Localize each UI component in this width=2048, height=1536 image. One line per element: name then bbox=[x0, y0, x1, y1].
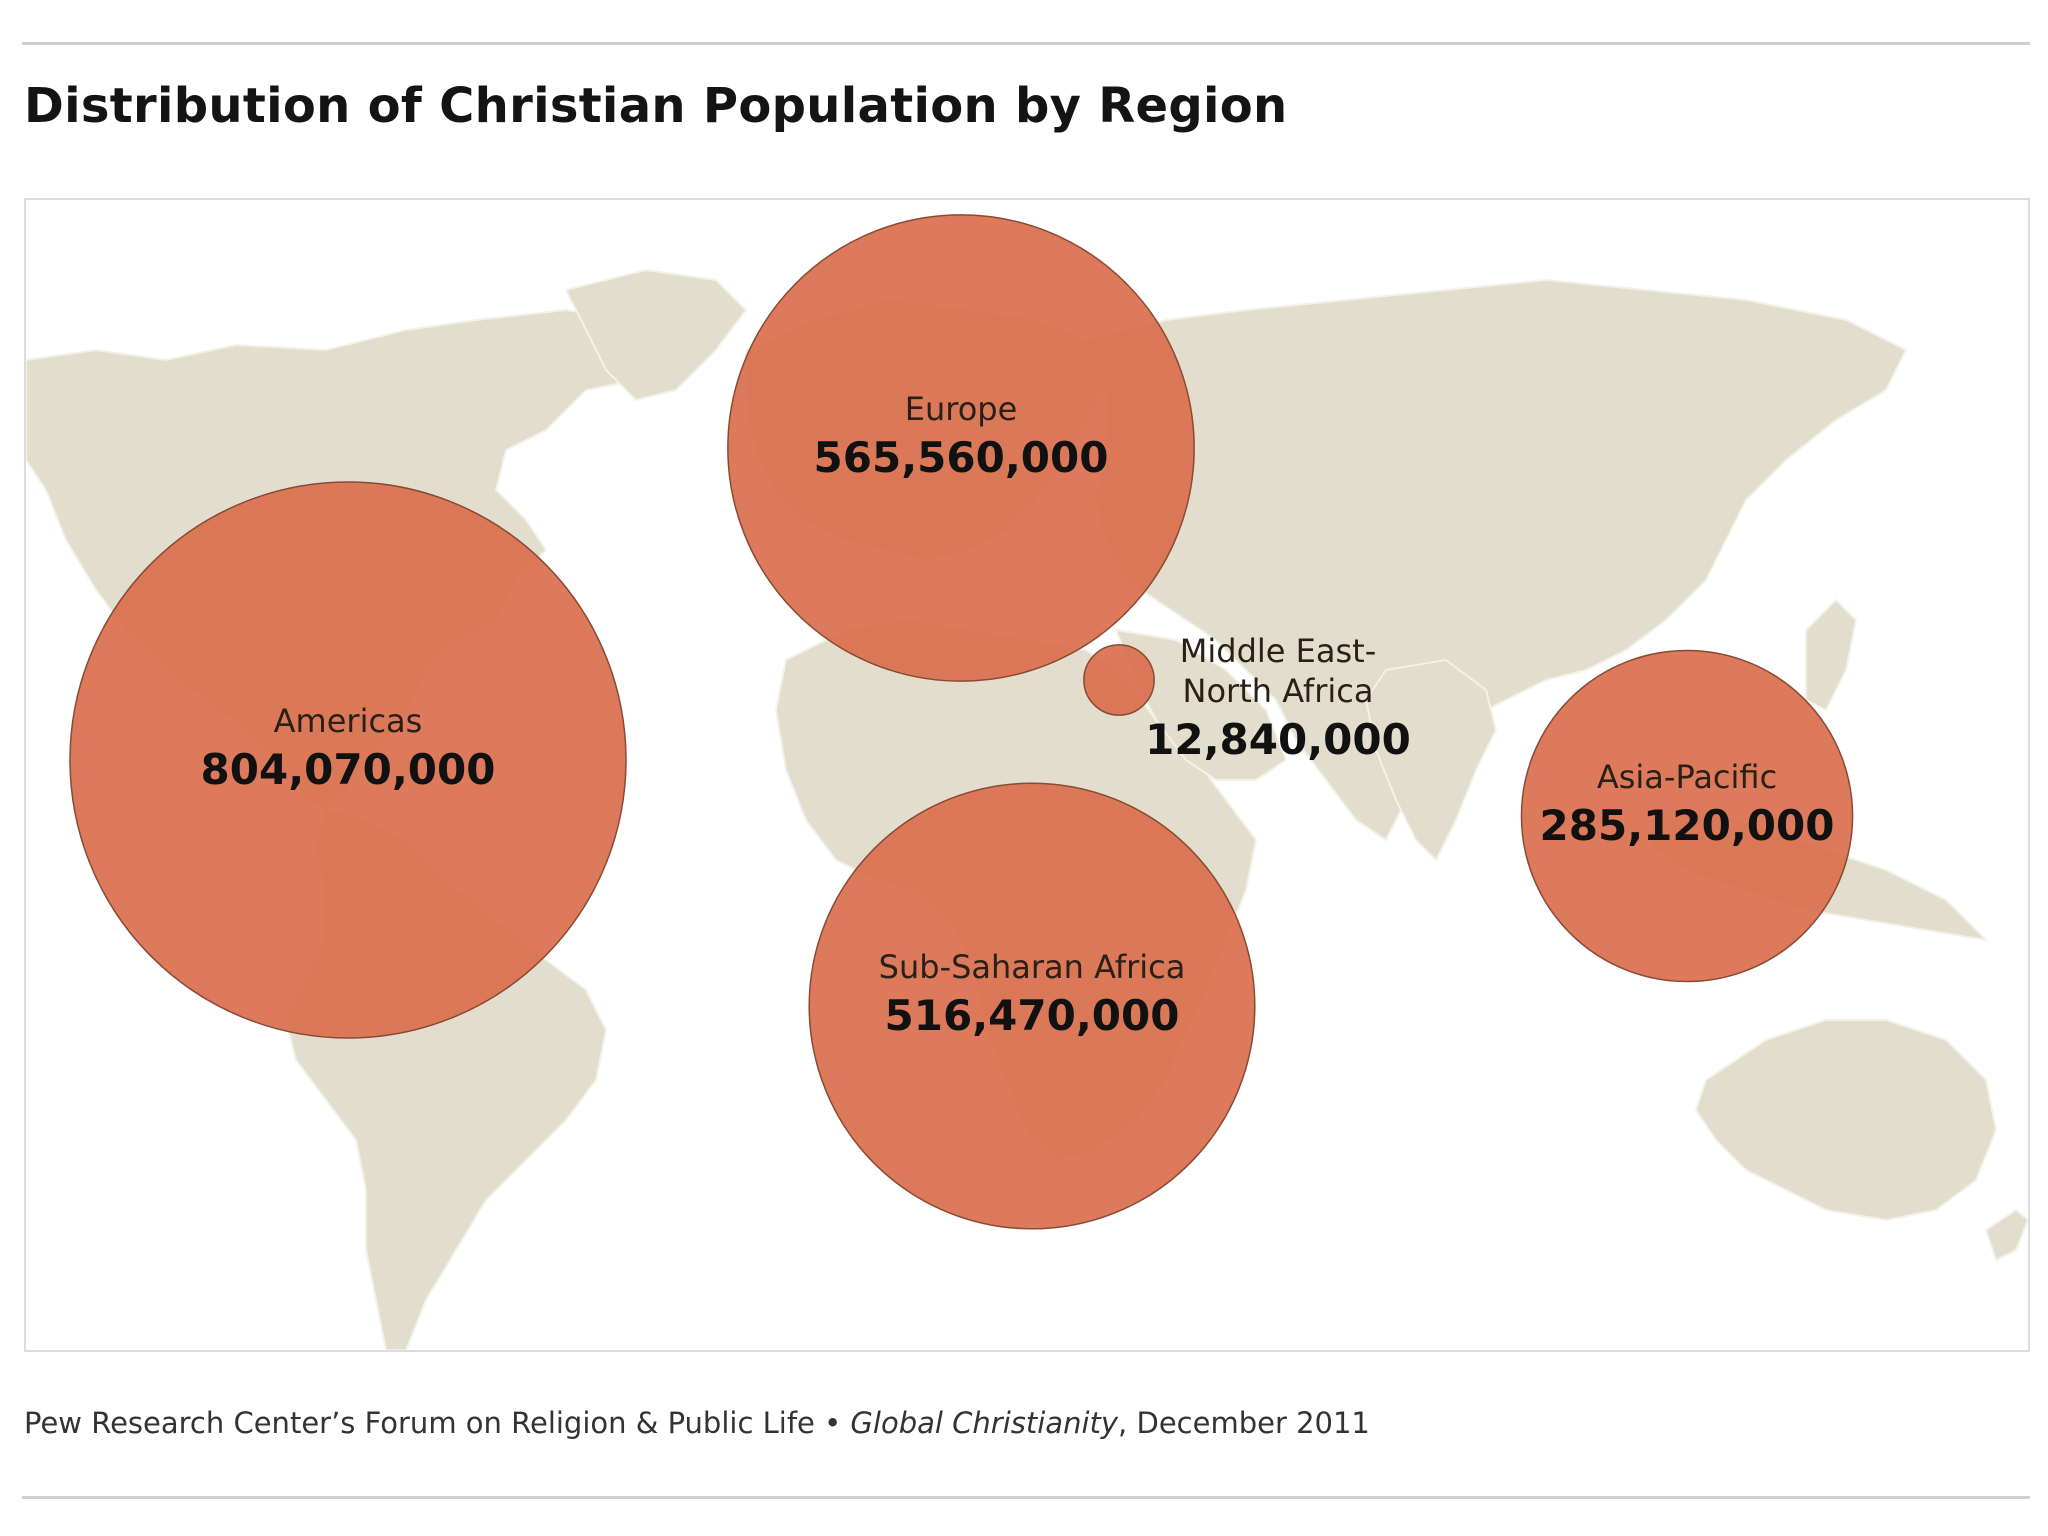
label-europe: Europe bbox=[905, 390, 1018, 428]
source-date: , December 2011 bbox=[1118, 1406, 1370, 1440]
value-europe: 565,560,000 bbox=[814, 433, 1109, 482]
asia-land bbox=[1084, 278, 1908, 842]
bubble-europe bbox=[727, 214, 1195, 682]
source-text: Pew Research Center’s Forum on Religion … bbox=[24, 1406, 851, 1440]
bubble-sub-saharan-africa bbox=[808, 782, 1256, 1230]
label-americas: Americas bbox=[274, 702, 423, 740]
label-asia-pacific: Asia-Pacific bbox=[1597, 758, 1777, 796]
arabia-land bbox=[1114, 628, 1288, 781]
chart-title: Distribution of Christian Population by … bbox=[24, 78, 1288, 134]
new-zealand-land bbox=[1984, 1208, 2028, 1262]
value-americas: 804,070,000 bbox=[201, 745, 496, 794]
bubble-middle-east-north-africa bbox=[1083, 644, 1155, 716]
japan-land bbox=[1805, 598, 1858, 712]
bottom-divider bbox=[22, 1496, 2030, 1499]
value-asia-pacific: 285,120,000 bbox=[1540, 801, 1835, 850]
label-middle-east-north-africa-line-2: North Africa bbox=[1183, 672, 1374, 710]
world-map: Americas 804,070,000 Europe 565,560,000 Midd… bbox=[24, 198, 2030, 1352]
australia-land bbox=[1694, 1019, 1998, 1222]
label-sub-saharan-africa: Sub-Saharan Africa bbox=[879, 948, 1186, 986]
top-divider bbox=[22, 42, 2030, 45]
label-middle-east-north-africa-line-1: Middle East- bbox=[1180, 632, 1376, 670]
bubble-asia-pacific bbox=[1520, 649, 1854, 983]
source-note: Pew Research Center’s Forum on Religion … bbox=[24, 1406, 1370, 1440]
value-middle-east-north-africa: 12,840,000 bbox=[1145, 715, 1411, 764]
world-map-canvas: Americas 804,070,000 Europe 565,560,000 Midd… bbox=[26, 214, 2028, 1350]
greenland-land bbox=[564, 268, 748, 402]
source-publication: Global Christianity bbox=[850, 1406, 1119, 1440]
bubbles-layer: Americas 804,070,000 Europe 565,560,000 Midd… bbox=[69, 214, 1854, 1230]
value-sub-saharan-africa: 516,470,000 bbox=[885, 991, 1180, 1040]
bubble-americas bbox=[69, 481, 627, 1039]
india-land bbox=[1364, 658, 1498, 862]
